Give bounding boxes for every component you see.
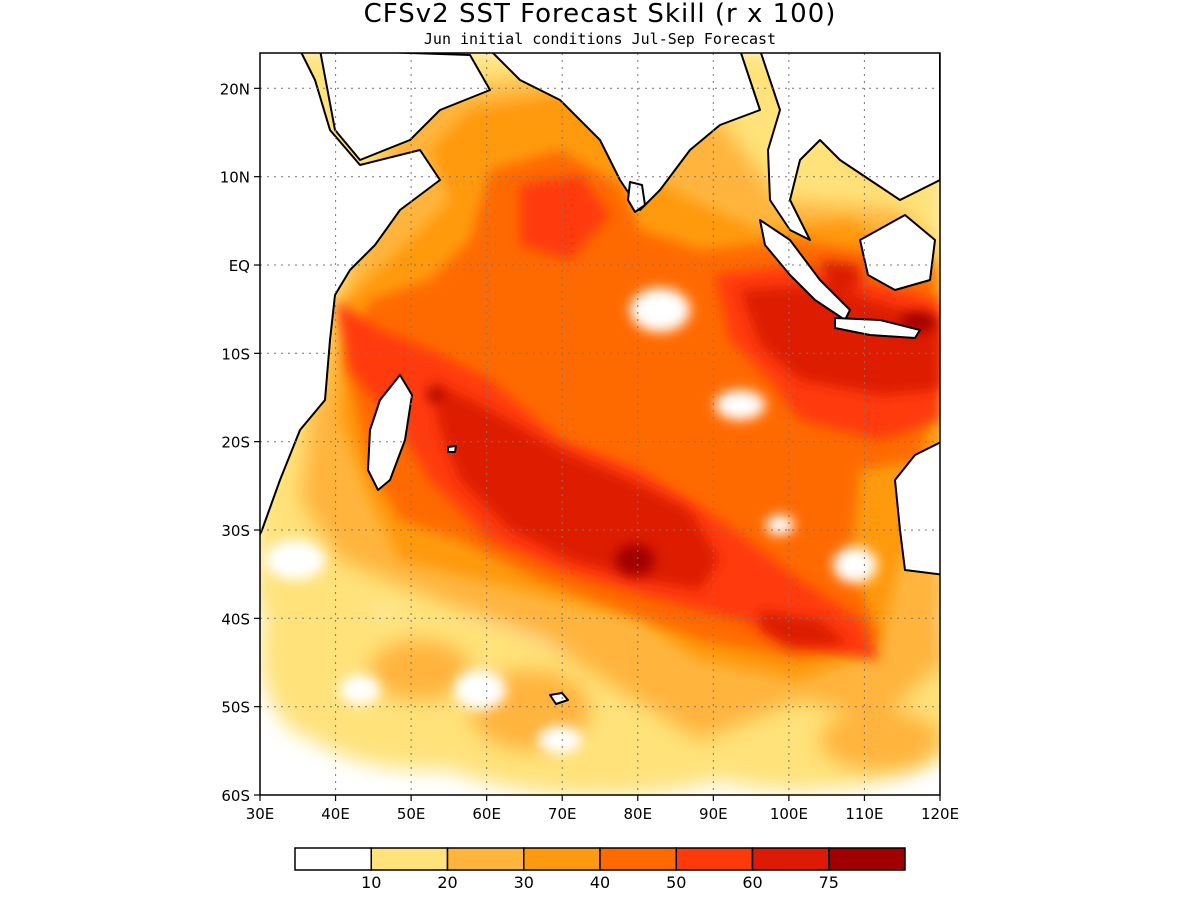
lat-tick-label: 60S xyxy=(221,787,250,805)
legend-swatch xyxy=(446,847,525,871)
lon-tick-label: 120E xyxy=(921,805,959,823)
legend-label: 50 xyxy=(666,873,686,892)
legend-label: 20 xyxy=(437,873,457,892)
latitude-axis: 20N 10N EQ 10S 20S 30S 40S 50S 60S xyxy=(220,80,260,805)
kerguelen-islands xyxy=(549,692,569,705)
lon-tick-label: 50E xyxy=(397,805,426,823)
longitude-axis: 30E 40E 50E 60E 70E 80E 90E 100E 110E 120E xyxy=(246,795,959,823)
africa-coastline xyxy=(260,53,441,537)
legend-swatch xyxy=(675,847,754,871)
lat-tick-label: 20N xyxy=(220,80,250,98)
arabia-coastline xyxy=(319,53,491,161)
chart-subtitle: Jun initial conditions Jul-Sep Forecast xyxy=(424,30,776,48)
lon-tick-label: 30E xyxy=(246,805,275,823)
plot-frame xyxy=(259,52,941,796)
lon-tick-label: 100E xyxy=(770,805,808,823)
legend-label: 40 xyxy=(590,873,610,892)
sri-lanka-coastline xyxy=(627,181,646,213)
lon-tick-label: 110E xyxy=(845,805,883,823)
java-coastline xyxy=(834,317,921,339)
legend-label: 30 xyxy=(514,873,534,892)
lat-tick-label: 40S xyxy=(221,610,250,628)
lon-tick-label: 70E xyxy=(548,805,577,823)
lat-tick-label: 50S xyxy=(221,699,250,717)
lon-tick-label: 90E xyxy=(699,805,728,823)
color-legend: 10 20 30 40 50 60 75 xyxy=(294,847,906,892)
low-skill-patches xyxy=(265,288,877,754)
graticule xyxy=(260,53,940,795)
india-coastline xyxy=(491,53,761,211)
lat-tick-label: 30S xyxy=(221,522,250,540)
lat-tick-label: EQ xyxy=(229,257,250,275)
australia-coastline xyxy=(894,441,940,576)
mauritius-island xyxy=(447,445,457,453)
borneo-coastline xyxy=(859,214,936,291)
legend-swatch xyxy=(523,847,601,871)
legend-label: 60 xyxy=(742,873,762,892)
land-masses xyxy=(260,53,940,705)
lon-tick-label: 80E xyxy=(623,805,652,823)
skill-band-60-75 xyxy=(430,260,940,648)
chart-title: CFSv2 SST Forecast Skill (r x 100) xyxy=(364,0,837,29)
legend-swatch xyxy=(370,847,449,871)
se-asia-coastline xyxy=(759,53,940,241)
lat-tick-label: 10N xyxy=(220,169,250,187)
legend-label: 10 xyxy=(361,873,381,892)
legend-swatch xyxy=(828,847,906,871)
lat-tick-label: 10S xyxy=(221,345,250,363)
madagascar-coastline xyxy=(367,374,413,491)
legend-swatch xyxy=(599,847,677,871)
legend-swatch xyxy=(294,847,372,871)
lon-tick-label: 40E xyxy=(321,805,350,823)
sst-skill-field xyxy=(260,53,940,795)
legend-swatch xyxy=(751,847,830,871)
legend-label: 75 xyxy=(819,873,839,892)
lat-tick-label: 20S xyxy=(221,434,250,452)
lon-tick-label: 60E xyxy=(472,805,501,823)
